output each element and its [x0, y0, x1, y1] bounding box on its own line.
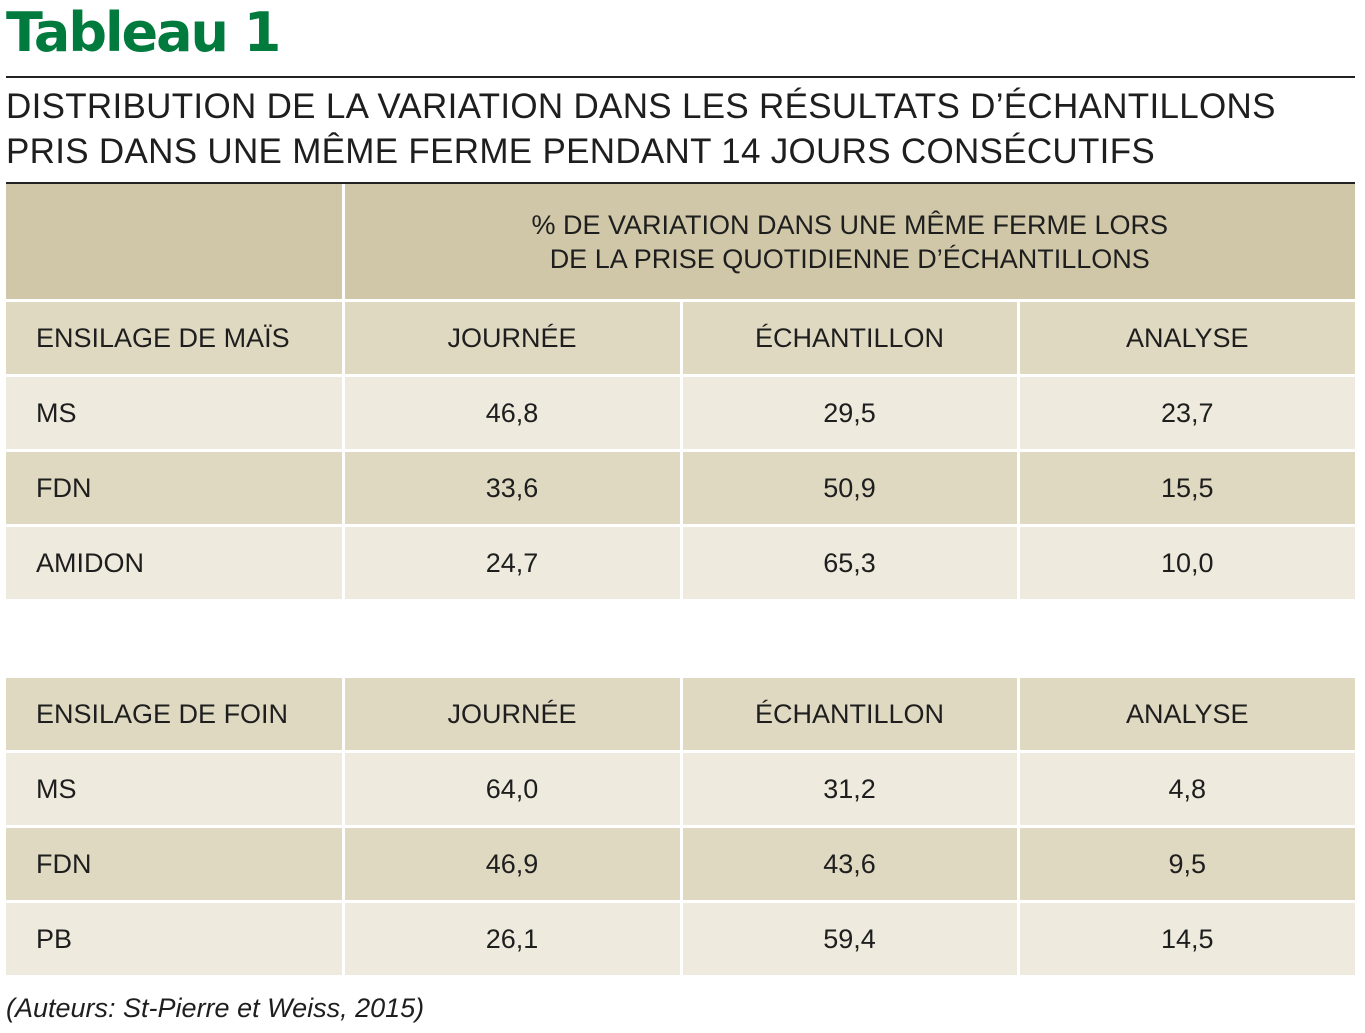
table-row: AMIDON 24,7 65,3 10,0 — [6, 525, 1356, 599]
cell-journee: 24,7 — [343, 525, 683, 599]
column-header-row: ENSILAGE DE FOIN JOURNÉE ÉCHANTILLON ANA… — [6, 678, 1355, 753]
cell-echantillon: 50,9 — [681, 450, 1020, 527]
source-citation: (Auteurs: St-Pierre et Weiss, 2015) — [6, 993, 425, 1023]
row-label: MS — [6, 375, 345, 452]
table-title: Tableau 1 — [6, 1, 281, 64]
table-mais: % DE VARIATION DANS UNE MÊME FERME LORS … — [6, 184, 1356, 599]
cell-journee: 46,9 — [343, 826, 683, 903]
cell-analyse: 10,0 — [1018, 525, 1356, 599]
variation-header-line-2: DE LA PRISE QUOTIDIENNE D’ÉCHANTILLONS — [549, 243, 1150, 274]
cell-analyse: 14,5 — [1018, 901, 1355, 975]
cell-echantillon: 65,3 — [681, 525, 1020, 599]
cell-echantillon: 31,2 — [681, 751, 1020, 828]
subtitle-rule — [6, 182, 1355, 184]
row-label: FDN — [6, 450, 345, 527]
cell-echantillon: 43,6 — [681, 826, 1020, 903]
cell-analyse: 15,5 — [1018, 450, 1356, 527]
column-header-echantillon: ÉCHANTILLON — [681, 300, 1020, 377]
column-header-category: ENSILAGE DE FOIN — [6, 678, 345, 753]
row-label: MS — [6, 751, 345, 828]
table-row: FDN 46,9 43,6 9,5 — [6, 826, 1355, 903]
column-header-journee: JOURNÉE — [343, 300, 683, 377]
column-header-journee: JOURNÉE — [343, 678, 683, 753]
table-row: FDN 33,6 50,9 15,5 — [6, 450, 1356, 527]
column-header-row: ENSILAGE DE MAÏS JOURNÉE ÉCHANTILLON ANA… — [6, 300, 1356, 377]
row-label: AMIDON — [6, 525, 345, 599]
subtitle-line-2: PRIS DANS UNE MÊME FERME PENDANT 14 JOUR… — [6, 132, 1156, 171]
row-label: PB — [6, 901, 345, 975]
cell-echantillon: 59,4 — [681, 901, 1020, 975]
variation-header-line-1: % DE VARIATION DANS UNE MÊME FERME LORS — [531, 209, 1169, 240]
table-row: MS 46,8 29,5 23,7 — [6, 375, 1356, 452]
cell-journee: 33,6 — [343, 450, 683, 527]
column-header-echantillon: ÉCHANTILLON — [681, 678, 1020, 753]
column-header-category: ENSILAGE DE MAÏS — [6, 300, 345, 377]
variation-header: % DE VARIATION DANS UNE MÊME FERME LORS … — [343, 184, 1356, 302]
table-row: MS 64,0 31,2 4,8 — [6, 751, 1355, 828]
table-row: PB 26,1 59,4 14,5 — [6, 901, 1355, 975]
table-subtitle: DISTRIBUTION DE LA VARIATION DANS LES RÉ… — [6, 84, 1276, 174]
table-foin: ENSILAGE DE FOIN JOURNÉE ÉCHANTILLON ANA… — [6, 678, 1355, 975]
subtitle-line-1: DISTRIBUTION DE LA VARIATION DANS LES RÉ… — [6, 87, 1276, 126]
title-rule — [6, 76, 1355, 78]
variation-header-row: % DE VARIATION DANS UNE MÊME FERME LORS … — [6, 184, 1356, 302]
cell-journee: 64,0 — [343, 751, 683, 828]
cell-journee: 46,8 — [343, 375, 683, 452]
header-empty-cell — [6, 184, 345, 302]
cell-analyse: 4,8 — [1018, 751, 1355, 828]
cell-analyse: 9,5 — [1018, 826, 1355, 903]
cell-journee: 26,1 — [343, 901, 683, 975]
column-header-analyse: ANALYSE — [1018, 678, 1355, 753]
cell-analyse: 23,7 — [1018, 375, 1356, 452]
cell-echantillon: 29,5 — [681, 375, 1020, 452]
column-header-analyse: ANALYSE — [1018, 300, 1356, 377]
row-label: FDN — [6, 826, 345, 903]
